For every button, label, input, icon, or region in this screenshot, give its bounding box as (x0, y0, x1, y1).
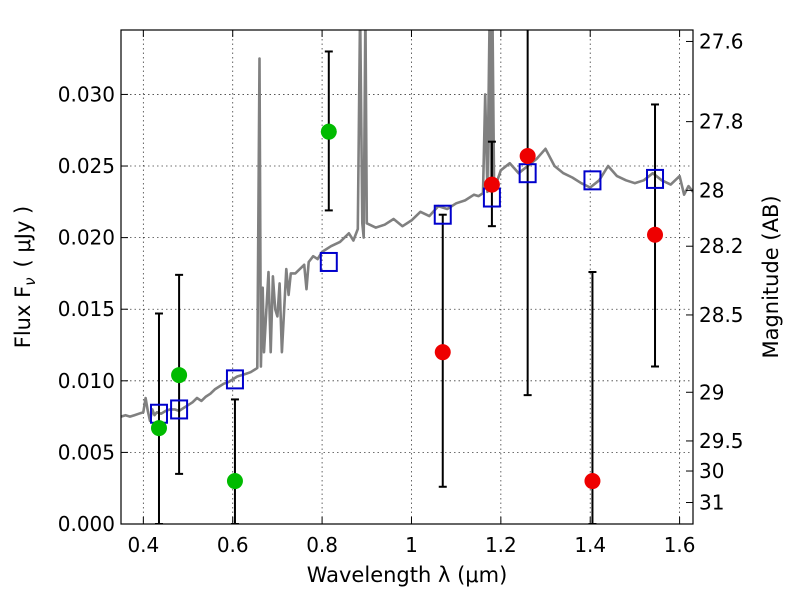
model-square-marker (433, 204, 452, 225)
y-tick-label: 0.030 (58, 82, 115, 106)
model-square-marker (225, 369, 244, 390)
y-axis-label-subscript: ν (21, 277, 39, 285)
y2-tick-label: 27.8 (699, 110, 744, 134)
model-square-marker (319, 251, 338, 272)
y-tick-label: 0.025 (58, 154, 115, 178)
y-axis-label-main: Flux F (11, 286, 35, 348)
green-data-point (150, 420, 167, 437)
y2-tick-label: 29.5 (699, 429, 744, 453)
model-square-marker (646, 168, 665, 189)
y2-tick-label: 30 (699, 459, 724, 483)
data-layer (121, 30, 693, 524)
model-square-marker (518, 163, 537, 184)
y2-tick-label: 28.2 (699, 234, 744, 258)
y2-tick-label: 31 (699, 491, 724, 515)
plot-frame (120, 29, 694, 525)
x-tick-label: 0.6 (217, 533, 249, 557)
y-axis-label-unit: ( μJy ) (11, 206, 35, 268)
red-data-point (519, 148, 536, 165)
x-tick-label: 0.4 (127, 533, 159, 557)
green-data-point (226, 473, 243, 490)
red-data-point (483, 176, 500, 193)
green-data-point (320, 123, 337, 140)
x-tick-label: 0.8 (306, 533, 338, 557)
y2-tick-label: 27.6 (699, 29, 744, 53)
red-data-point (584, 473, 601, 490)
y-tick-label: 0.005 (58, 440, 115, 464)
x-axis-label: Wavelength λ (μm) (307, 563, 508, 587)
y-tick-label: 0.020 (58, 226, 115, 250)
y2-tick-label: 28 (699, 178, 724, 202)
red-data-point (434, 344, 451, 361)
y-tick-label: 0.000 (58, 512, 115, 536)
y-tick-label: 0.010 (58, 369, 115, 393)
tick-layer: 0.4 0.6 0.8 1 1.2 1.4 1.6 0.000 0.005 0.010 0.015 0… (58, 29, 744, 557)
y-tick-label: 0.015 (58, 297, 115, 321)
y-axis-label: Flux Fν ( μJy ) (11, 206, 39, 349)
red-data-point (647, 226, 664, 243)
y2-tick-label: 29 (699, 380, 724, 404)
y2-tick-label: 28.5 (699, 303, 744, 327)
model-square-marker (170, 399, 189, 420)
x-tick-label: 1.6 (664, 533, 696, 557)
y2-axis-label: Magnitude (AB) (759, 195, 783, 358)
model-square-marker (583, 170, 602, 191)
x-tick-label: 1.4 (574, 533, 606, 557)
x-tick-label: 1 (405, 533, 418, 557)
green-data-point (171, 367, 188, 384)
x-tick-label: 1.2 (485, 533, 517, 557)
